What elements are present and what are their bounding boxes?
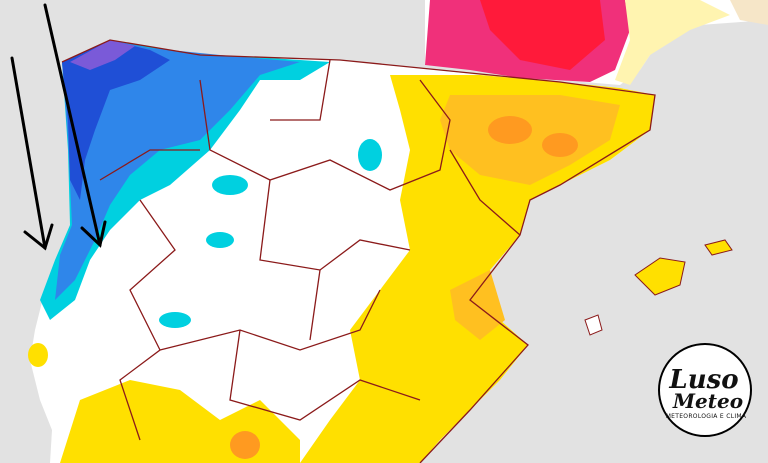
logo-tagline: METEOROLOGIA E CLIMA — [666, 413, 747, 420]
borders — [61, 39, 656, 463]
cold-patch — [206, 232, 234, 248]
coldest-zone — [62, 40, 170, 200]
island — [634, 257, 686, 296]
hot-patch — [230, 431, 260, 459]
hot-patch — [542, 133, 578, 157]
france-east — [615, 0, 730, 85]
italy — [730, 0, 768, 25]
purple-zone — [70, 40, 135, 70]
warm-zone — [300, 75, 655, 463]
colder-zone — [55, 40, 300, 300]
cold-patch — [358, 139, 382, 171]
hot-france — [480, 0, 605, 70]
cold-patch — [212, 175, 248, 195]
logo-circle — [658, 343, 752, 437]
warmer-zone — [440, 95, 620, 185]
logo: Luso Meteo METEOROLOGIA E CLIMA — [658, 343, 752, 437]
cold-patch — [159, 312, 191, 328]
island — [584, 314, 603, 336]
arrows — [10, 3, 107, 251]
logo-text: Luso — [668, 365, 738, 395]
warm-patch — [28, 343, 48, 367]
logo-text: Meteo — [672, 389, 743, 413]
hot-patch — [488, 116, 532, 144]
island — [704, 239, 733, 256]
